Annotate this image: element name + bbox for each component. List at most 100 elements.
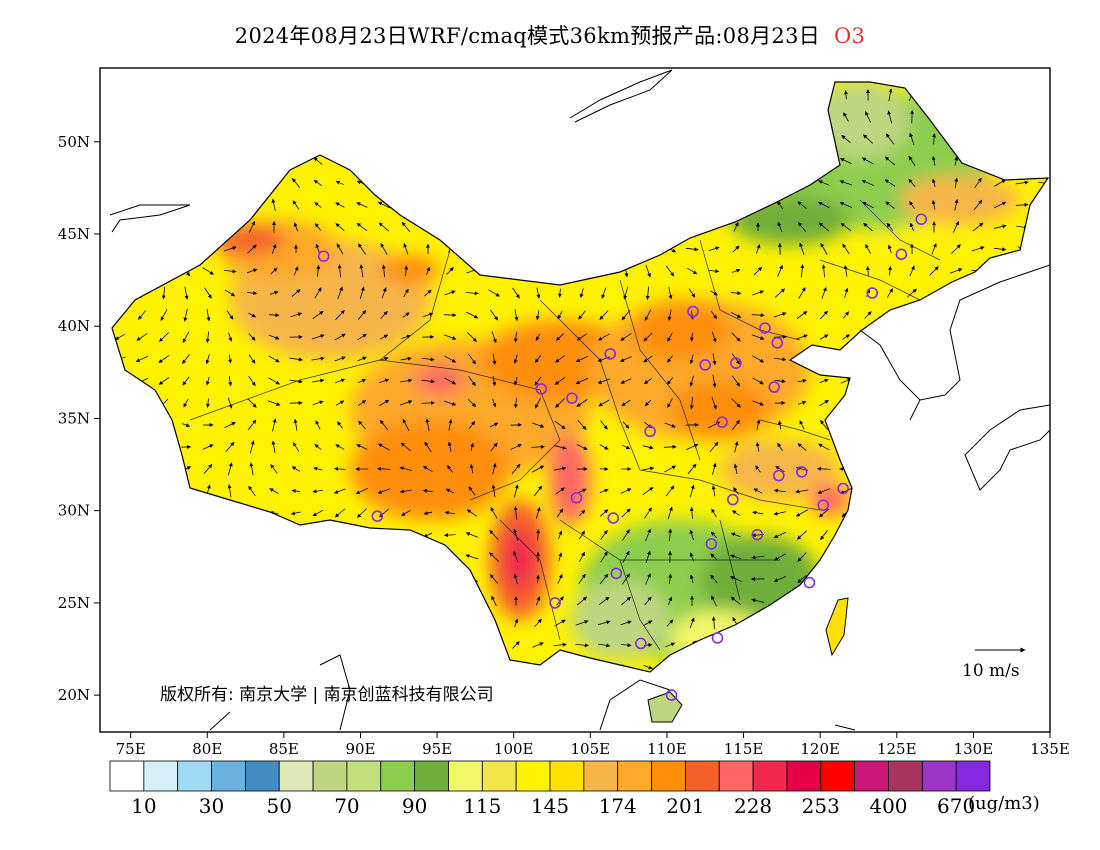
wind-arrow xyxy=(249,440,255,454)
wind-arrow xyxy=(664,422,676,428)
wind-arrow xyxy=(270,267,278,275)
wind-arrow xyxy=(553,642,567,647)
wind-arrow xyxy=(158,355,170,363)
wind-arrow xyxy=(818,443,830,451)
wind-arrow xyxy=(664,465,677,473)
station-marker xyxy=(751,528,764,541)
wind-arrow xyxy=(709,269,720,274)
wind-arrow xyxy=(227,484,232,498)
wind-arrow xyxy=(248,220,256,233)
wind-arrow xyxy=(492,353,497,365)
wind-arrow xyxy=(161,286,166,300)
wind-arrow xyxy=(311,356,325,361)
wind-arrow xyxy=(334,356,346,362)
wind-arrow xyxy=(972,222,984,232)
wind-arrow xyxy=(821,287,827,299)
colorbar-swatch xyxy=(278,760,314,792)
wind-arrow xyxy=(689,332,694,342)
colorbar-swatch xyxy=(718,760,754,792)
wind-arrow xyxy=(224,422,236,428)
wind-arrow xyxy=(773,553,786,561)
wind-arrow xyxy=(136,333,148,341)
wind-arrow xyxy=(336,243,344,255)
wind-arrow xyxy=(645,286,650,300)
lon-tick-label: 80E xyxy=(192,740,222,758)
station-marker xyxy=(699,359,712,371)
wind-arrow xyxy=(512,287,520,299)
wind-arrow xyxy=(666,377,674,385)
wind-arrow xyxy=(228,332,233,342)
wind-arrow xyxy=(182,354,190,364)
wind-arrow xyxy=(357,508,367,518)
wind-arrow xyxy=(248,333,256,341)
wind-arrow xyxy=(645,573,651,585)
wind-arrow xyxy=(818,508,830,518)
wind-arrow xyxy=(313,179,323,187)
wind-arrow xyxy=(558,552,563,562)
wind-arrow xyxy=(314,443,322,451)
wind-arrow xyxy=(248,375,256,387)
wind-arrow xyxy=(839,202,853,208)
wind-arrow xyxy=(887,110,893,124)
wind-arrow xyxy=(491,331,497,344)
wind-arrow xyxy=(797,574,807,584)
wind-arrow xyxy=(731,398,741,408)
wind-arrow xyxy=(535,506,541,519)
wind-arrow xyxy=(954,156,959,166)
wind-arrow xyxy=(534,376,542,386)
wind-arrow xyxy=(774,379,786,384)
wind-arrow xyxy=(755,442,760,452)
station-marker xyxy=(730,357,742,369)
wind-arrow xyxy=(689,617,695,629)
wind-arrow xyxy=(448,419,453,431)
wind-arrow xyxy=(731,375,741,387)
wind-arrow xyxy=(755,244,761,254)
wind-arrow xyxy=(949,268,963,274)
wind-arrow xyxy=(665,485,675,497)
wind-arrow xyxy=(534,618,542,628)
wind-arrow xyxy=(885,201,895,209)
wind-arrow xyxy=(557,310,563,320)
wind-arrow xyxy=(202,444,214,450)
wind-arrow xyxy=(399,489,412,494)
wind-arrow xyxy=(556,333,564,341)
wind-arrow xyxy=(751,598,765,603)
wind-arrow xyxy=(800,264,805,278)
wind-arrow xyxy=(444,355,457,363)
wind-arrow xyxy=(777,442,783,451)
wind-arrow xyxy=(247,244,257,254)
station-marker xyxy=(665,689,678,701)
wind-arrow xyxy=(689,397,694,410)
colorbar-swatch xyxy=(684,760,720,792)
wind-arrow xyxy=(358,420,366,430)
wind-arrow xyxy=(514,309,519,322)
station-marker xyxy=(768,381,780,393)
colorbar-swatch xyxy=(955,760,991,792)
wind-arrow xyxy=(730,532,741,538)
wind-arrow xyxy=(708,246,720,252)
colorbar-swatch xyxy=(617,760,652,792)
wind-arrow xyxy=(622,529,630,541)
wind-arrow xyxy=(951,244,961,254)
wind-arrow xyxy=(553,445,567,450)
wind-arrow xyxy=(733,463,738,475)
wind-arrow xyxy=(712,374,717,388)
wind-arrow xyxy=(160,309,168,321)
colorbar-swatch xyxy=(143,760,179,792)
wind-arrow xyxy=(731,268,741,273)
wind-arrow xyxy=(888,88,893,102)
wind-arrow xyxy=(910,110,915,124)
wind-arrow xyxy=(334,466,346,471)
wind-arrow xyxy=(576,596,588,606)
wind-arrow xyxy=(818,180,830,186)
map-frame xyxy=(99,67,1051,733)
wind-arrow xyxy=(865,111,871,123)
wind-arrow xyxy=(426,266,431,275)
wind-arrow xyxy=(665,642,676,648)
wind-arrow xyxy=(554,619,566,627)
wind-arrow xyxy=(444,400,457,406)
wind-arrow xyxy=(599,444,609,450)
wind-arrow xyxy=(399,400,413,406)
lon-tick-label: 85E xyxy=(269,740,299,758)
wind-arrow xyxy=(555,487,565,495)
